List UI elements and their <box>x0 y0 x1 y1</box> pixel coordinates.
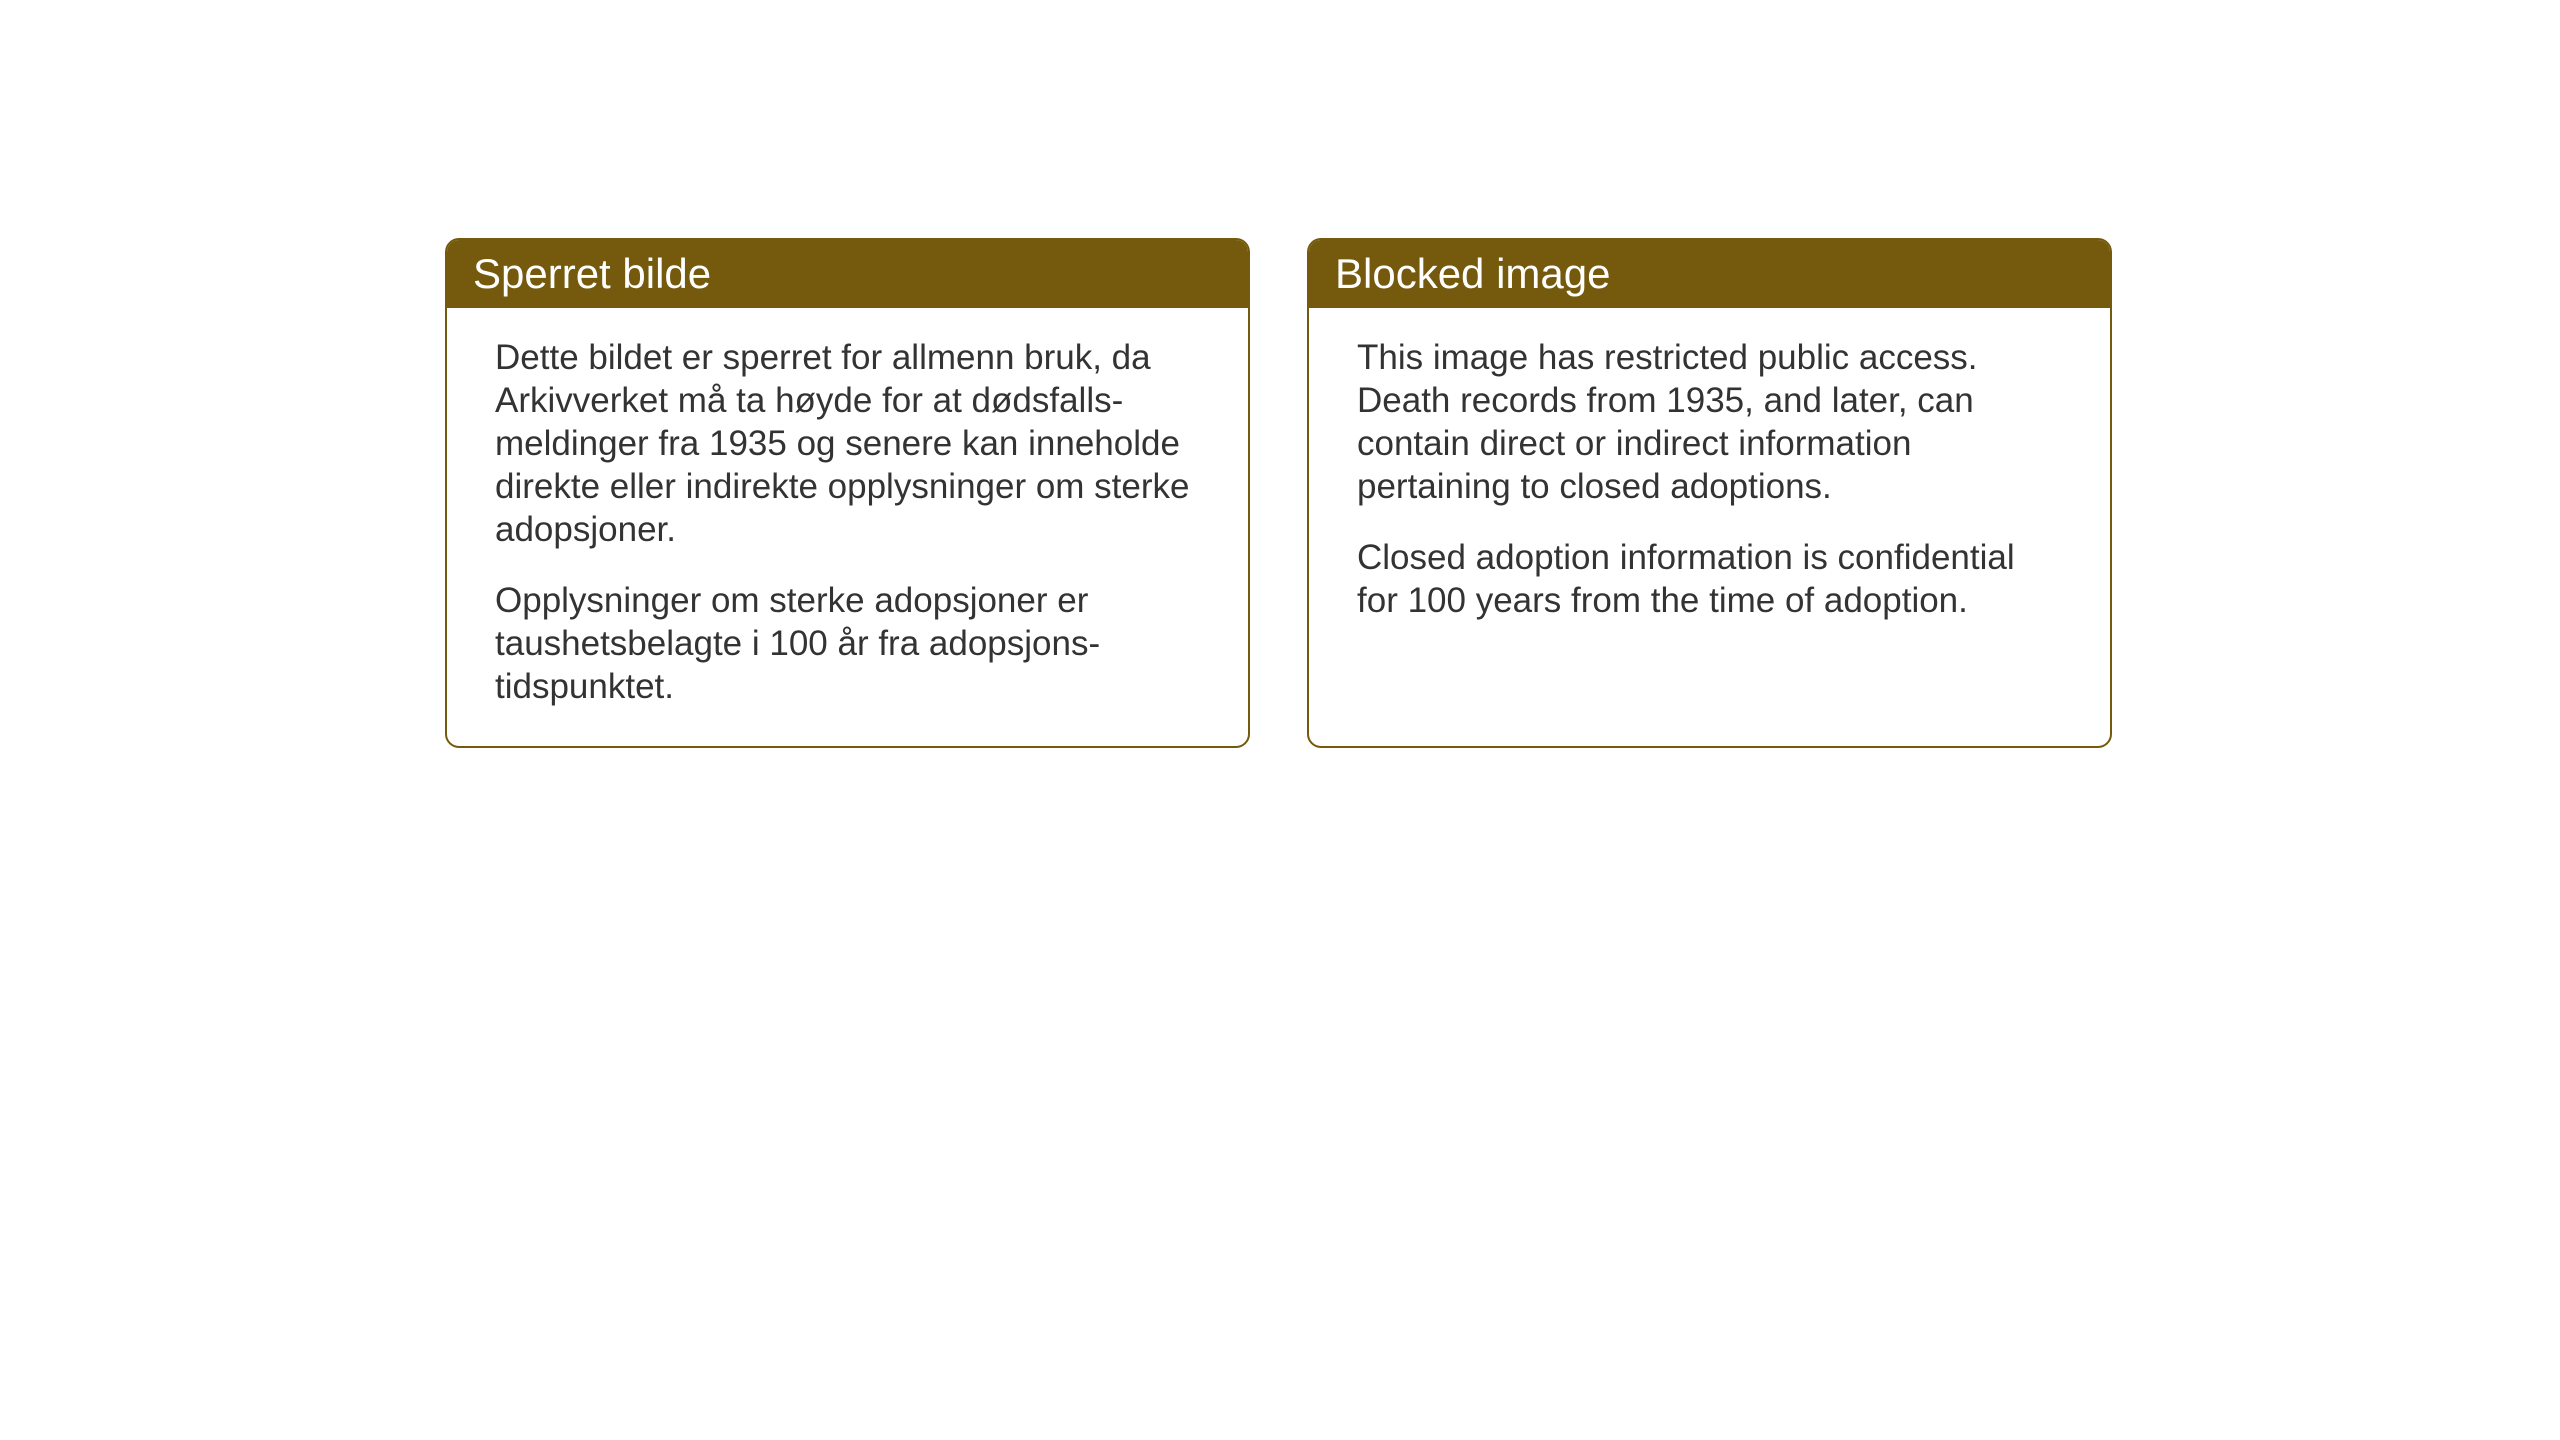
cards-container: Sperret bilde Dette bildet er sperret fo… <box>445 238 2112 748</box>
card-title-norwegian: Sperret bilde <box>473 250 711 297</box>
card-body-norwegian: Dette bildet er sperret for allmenn bruk… <box>447 308 1248 746</box>
card-paragraph-1-english: This image has restricted public access.… <box>1357 336 2062 508</box>
card-body-english: This image has restricted public access.… <box>1309 308 2110 660</box>
card-paragraph-1-norwegian: Dette bildet er sperret for allmenn bruk… <box>495 336 1200 551</box>
card-norwegian: Sperret bilde Dette bildet er sperret fo… <box>445 238 1250 748</box>
card-header-english: Blocked image <box>1309 240 2110 308</box>
card-paragraph-2-norwegian: Opplysninger om sterke adopsjoner er tau… <box>495 579 1200 708</box>
card-title-english: Blocked image <box>1335 250 1610 297</box>
card-paragraph-2-english: Closed adoption information is confident… <box>1357 536 2062 622</box>
card-header-norwegian: Sperret bilde <box>447 240 1248 308</box>
card-english: Blocked image This image has restricted … <box>1307 238 2112 748</box>
